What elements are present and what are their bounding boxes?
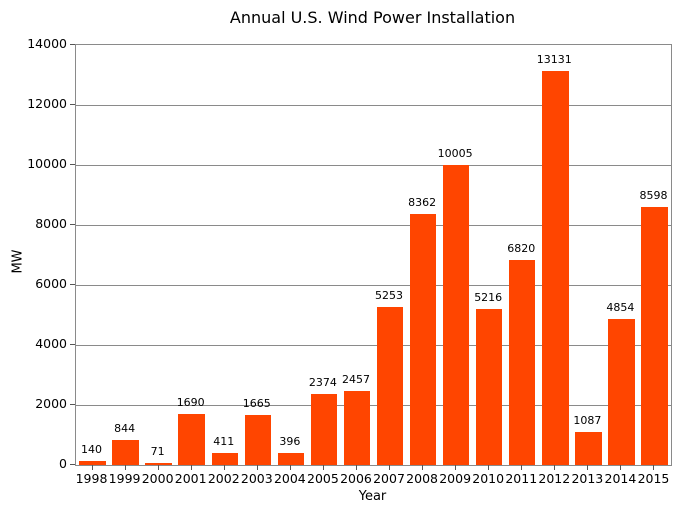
bar-value-label: 844	[114, 421, 136, 435]
bar-1999	[112, 439, 139, 465]
bar-value-label: 1665	[242, 397, 271, 411]
x-tick-label: 2014	[604, 471, 637, 486]
bar-value-label: 4854	[606, 301, 635, 315]
x-tick-label: 1998	[75, 471, 108, 486]
x-tick-label: 2010	[472, 471, 505, 486]
bar-value-label: 6820	[507, 242, 536, 256]
y-tick-mark	[70, 344, 75, 345]
x-tick-label: 2008	[406, 471, 438, 486]
x-tick-mark	[554, 465, 556, 470]
y-tick-label: 12000	[27, 96, 67, 111]
x-tick-mark	[521, 465, 523, 470]
x-tick-mark	[587, 465, 589, 470]
x-tick-label: 2013	[571, 471, 604, 486]
x-tick-label: 2011	[505, 471, 538, 486]
y-tick-label: 0	[59, 456, 67, 471]
y-tick-label: 6000	[35, 276, 67, 291]
y-tick-label: 8000	[35, 216, 67, 231]
bar-2002	[211, 452, 238, 465]
y-tick-label: 10000	[27, 156, 67, 171]
x-tick-label: 2004	[273, 471, 306, 486]
bar-2007	[376, 307, 404, 465]
x-tick-label: 2003	[240, 471, 273, 486]
x-tick-mark	[223, 465, 225, 470]
gridline	[76, 284, 671, 286]
bar-value-label: 1087	[573, 414, 602, 428]
x-tick-label: 2012	[538, 471, 571, 486]
bar-2004	[277, 453, 305, 465]
bar-2000	[145, 462, 172, 465]
x-tick-label: 2005	[307, 471, 339, 486]
bar-1998	[79, 460, 106, 465]
x-tick-mark	[289, 465, 291, 470]
y-tick-mark	[70, 224, 75, 225]
chart-title: Annual U.S. Wind Power Installation	[229, 8, 516, 27]
x-tick-label: 2001	[174, 471, 207, 486]
bar-value-label: 2457	[341, 373, 370, 387]
bar-2012	[542, 71, 569, 465]
bar-value-label: 1690	[176, 396, 205, 410]
x-axis-label: Year	[358, 489, 387, 504]
x-tick-mark	[653, 465, 655, 470]
y-tick-mark	[70, 104, 75, 105]
x-tick-label: 2007	[373, 471, 405, 486]
y-axis-label: MW	[10, 249, 26, 274]
bar-2008	[409, 214, 437, 465]
bar-value-label: 396	[279, 435, 301, 449]
x-tick-label: 2006	[340, 471, 372, 486]
y-tick-label: 14000	[27, 36, 67, 51]
bar-2005	[310, 393, 338, 465]
x-tick-mark	[455, 465, 457, 470]
bar-value-label: 411	[213, 434, 235, 448]
y-tick-mark	[70, 284, 75, 285]
x-tick-label: 2002	[207, 471, 240, 486]
bar-2011	[509, 260, 536, 465]
bar-value-label: 13131	[536, 53, 572, 67]
gridline	[76, 404, 671, 406]
gridline	[76, 344, 671, 346]
y-tick-mark	[70, 464, 75, 465]
x-tick-label: 1999	[108, 471, 141, 486]
x-tick-label: 2009	[439, 471, 472, 486]
x-tick-mark	[488, 465, 490, 470]
x-tick-mark	[157, 465, 159, 470]
y-tick-mark	[70, 404, 75, 405]
x-tick-mark	[355, 465, 357, 470]
y-tick-label: 4000	[35, 336, 67, 351]
bar-value-label: 5253	[375, 289, 404, 303]
gridline	[76, 164, 671, 166]
y-tick-mark	[70, 164, 75, 165]
bar-2006	[343, 391, 371, 465]
x-tick-mark	[190, 465, 192, 470]
x-tick-mark	[91, 465, 93, 470]
bar-2013	[575, 432, 602, 465]
bar-2003	[244, 415, 272, 465]
x-tick-mark	[256, 465, 258, 470]
bar-value-label: 5216	[474, 290, 503, 304]
bar-value-label: 140	[81, 442, 103, 456]
x-tick-label: 2000	[141, 471, 174, 486]
gridline	[76, 104, 671, 106]
x-tick-label: 2015	[637, 471, 670, 486]
bar-value-label: 8362	[408, 196, 437, 210]
y-tick-label: 2000	[35, 396, 67, 411]
bar-value-label: 10005	[437, 146, 473, 160]
x-tick-mark	[422, 465, 424, 470]
bar-2015	[641, 207, 668, 465]
bar-2009	[442, 164, 470, 465]
bar-value-label: 2374	[308, 375, 337, 389]
gridline	[76, 224, 671, 226]
y-tick-mark	[70, 44, 75, 45]
bar-2001	[178, 414, 205, 465]
bar-2014	[608, 319, 635, 465]
bar-2010	[475, 308, 503, 465]
x-tick-mark	[620, 465, 622, 470]
x-tick-mark	[322, 465, 324, 470]
x-tick-mark	[124, 465, 126, 470]
bar-value-label: 8598	[639, 189, 668, 203]
x-tick-mark	[389, 465, 391, 470]
plot-area	[75, 44, 672, 466]
bar-value-label: 71	[150, 444, 165, 458]
